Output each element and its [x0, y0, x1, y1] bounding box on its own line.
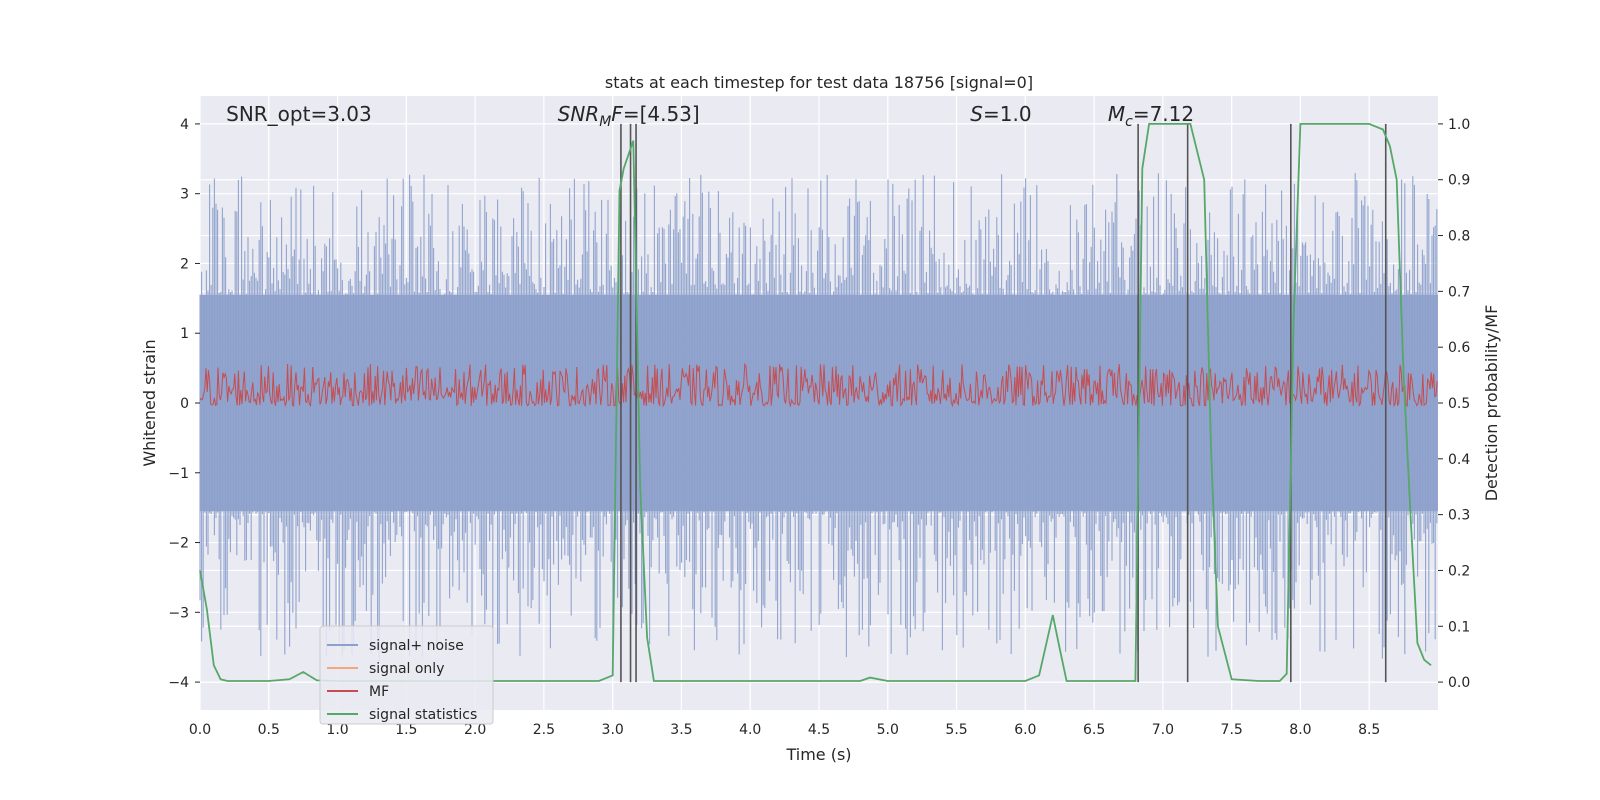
y-right-tick-label: 0.2: [1448, 563, 1470, 579]
x-tick-label: 2.0: [464, 722, 486, 738]
annotation-snr-opt: SNR_opt=3.03: [226, 102, 372, 126]
x-tick-label: 7.0: [1152, 722, 1174, 738]
y-left-tick-label: 4: [180, 117, 189, 133]
y-left-tick-label: −3: [168, 605, 189, 621]
x-axis-label: Time (s): [785, 745, 851, 764]
legend: signal+ noise signal only MF signal statist…: [319, 625, 494, 725]
legend-entry: signal+ noise: [369, 638, 464, 654]
x-tick-label: 4.5: [808, 722, 830, 738]
y-right-tick-label: 0.3: [1448, 508, 1470, 524]
legend-entry: MF: [369, 684, 389, 700]
x-tick-label: 5.5: [945, 722, 967, 738]
x-tick-label: 8.0: [1289, 722, 1311, 738]
x-tick-label: 1.5: [395, 722, 417, 738]
axes: 0.0 0.5 1.0 1.5 2.0 2.5 3.0 3.5 4.0 4.5 5.0 5.5 6.0 6…: [168, 117, 1470, 738]
y-right-tick-label: 0.0: [1448, 675, 1470, 691]
y-right-tick-label: 0.6: [1448, 340, 1470, 356]
noise-spikes: [199, 173, 1438, 661]
x-tick-label: 3.0: [602, 722, 624, 738]
x-tick-label: 6.0: [1014, 722, 1036, 738]
y-left-tick-label: −4: [168, 675, 189, 691]
y-axis-right-label: Detection probability/MF: [1482, 305, 1501, 502]
y-right-tick-label: 0.1: [1448, 619, 1470, 635]
y-right-tick-label: 0.7: [1448, 284, 1470, 300]
x-tick-label: 3.5: [670, 722, 692, 738]
x-tick-label: 4.0: [739, 722, 761, 738]
x-tick-label: 5.0: [877, 722, 899, 738]
mf-line: [199, 362, 1438, 408]
x-tick-label: 0.0: [189, 722, 211, 738]
x-tick-label: 1.0: [326, 722, 348, 738]
x-tick-label: 8.5: [1358, 722, 1380, 738]
y-left-tick-label: −2: [168, 536, 189, 552]
annotation-mc-value: Mc=7.12: [1108, 102, 1194, 130]
y-right-tick-label: 1.0: [1448, 117, 1470, 133]
y-left-tick-label: 3: [180, 187, 189, 203]
legend-entry: signal statistics: [369, 707, 477, 723]
x-tick-label: 0.5: [258, 722, 280, 738]
annotations: SNR_opt=3.03 SNRMF=[4.53] S=1.0 Mc=7.12: [226, 102, 1194, 130]
y-left-tick-label: 0: [180, 396, 189, 412]
vertical-lines: [620, 123, 1387, 683]
y-left-tick-label: −1: [168, 466, 189, 482]
y-right-tick-label: 0.5: [1448, 396, 1470, 412]
legend-entry: signal only: [369, 661, 444, 677]
y-right-tick-label: 0.9: [1448, 173, 1470, 189]
y-right-tick-label: 0.8: [1448, 229, 1470, 245]
x-tick-label: 7.5: [1221, 722, 1243, 738]
annotation-s-value: S=1.0: [970, 102, 1031, 126]
legend-frame: [319, 625, 494, 725]
mf-series: [199, 362, 1438, 408]
chart-title: stats at each timestep for test data 187…: [605, 73, 1033, 92]
y-left-tick-label: 1: [180, 326, 189, 342]
x-tick-label: 6.5: [1083, 722, 1105, 738]
y-right-tick-label: 0.4: [1448, 452, 1470, 468]
y-axis-left-label: Whitened strain: [140, 339, 159, 466]
y-left-tick-label: 2: [180, 256, 189, 272]
x-tick-label: 2.5: [533, 722, 555, 738]
annotation-snr-mf: SNRMF=[4.53]: [558, 102, 700, 130]
